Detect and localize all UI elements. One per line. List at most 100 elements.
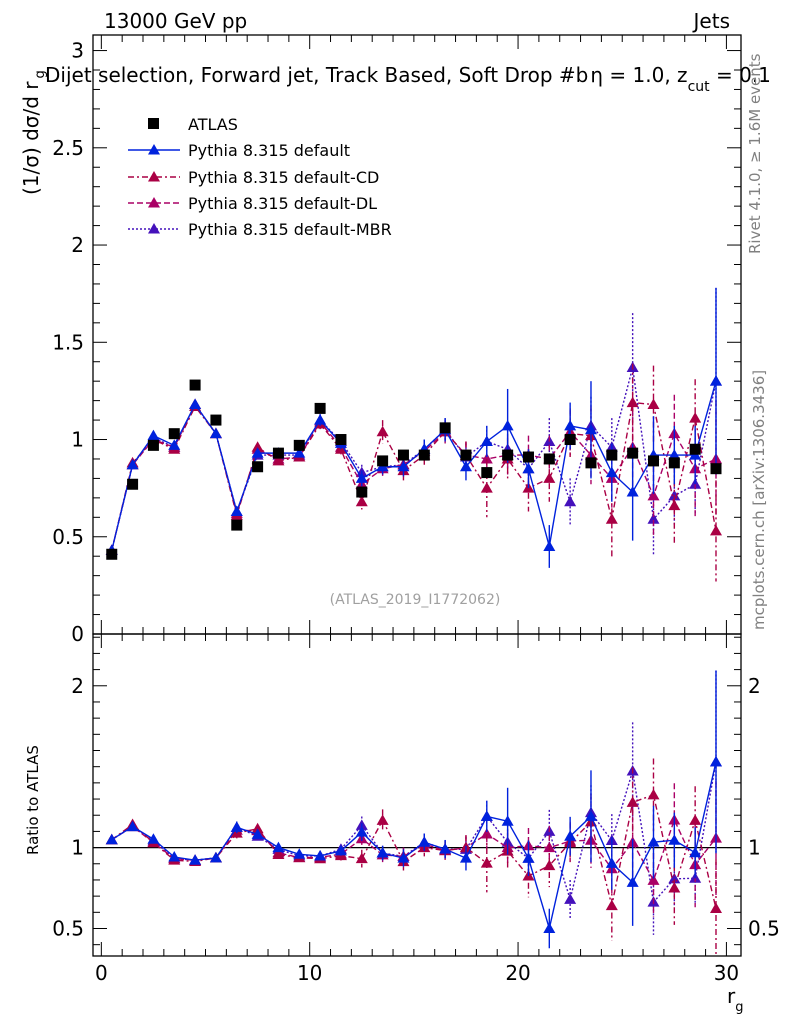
main-y-label: (1/σ) dσ/d r g xyxy=(19,70,48,195)
main-y-tick-label: 2.5 xyxy=(52,136,84,160)
x-axis-label-sub: g xyxy=(735,1000,743,1015)
cd-data-point xyxy=(647,398,660,410)
default-data-point xyxy=(709,375,722,386)
default-data-point xyxy=(189,398,202,410)
default-data-point xyxy=(543,922,556,933)
cd-data-point xyxy=(626,796,639,807)
dl-data-point xyxy=(480,827,493,839)
cd-series-line xyxy=(111,401,717,551)
cd-data-point xyxy=(709,902,722,914)
default-data-point xyxy=(480,435,493,446)
default-data-point xyxy=(626,486,639,497)
atlas-data-point xyxy=(502,449,514,461)
default-data-point xyxy=(334,844,347,856)
cd-data-point xyxy=(272,454,285,466)
dl-data-point xyxy=(647,874,660,885)
analysis-watermark: (ATLAS_2019_I1772062) xyxy=(330,592,501,608)
plot-title-tail: η = 1.0, z xyxy=(590,63,687,87)
x-axis-label: rg xyxy=(727,984,744,1015)
ratio-y-tick-label: 2 xyxy=(71,674,84,698)
default-data-point xyxy=(459,460,472,472)
cd-data-point xyxy=(626,396,639,408)
default-data-point xyxy=(314,849,327,861)
cd-data-point xyxy=(480,482,493,493)
default-data-point xyxy=(189,854,202,865)
atlas-data-point xyxy=(627,447,639,459)
atlas-data-point xyxy=(293,439,305,451)
default-data-point xyxy=(459,852,472,863)
cd-data-point xyxy=(480,857,493,868)
x-tick-label: 10 xyxy=(297,961,322,985)
plot-title: Dijet selection, Forward jet, Track Base… xyxy=(45,63,771,95)
main-y-tick-label: 0 xyxy=(71,622,84,646)
main-y-tick-label: 0.5 xyxy=(52,525,84,549)
default-data-point xyxy=(147,429,160,441)
default-data-point xyxy=(689,846,702,858)
atlas-data-point xyxy=(564,434,576,446)
legend-marker-atlas xyxy=(148,118,159,129)
atlas-data-point xyxy=(168,428,180,440)
default-data-point xyxy=(668,449,681,460)
default-data-point xyxy=(126,820,139,832)
default-data-point xyxy=(397,852,410,863)
main-y-label-text: (1/σ) dσ/d r xyxy=(19,81,43,195)
mbr-data-point xyxy=(564,893,577,904)
cd-data-point xyxy=(689,814,702,825)
cd-data-point xyxy=(709,524,722,536)
default-data-point xyxy=(543,540,556,551)
default-data-point xyxy=(480,810,493,821)
legend-label-atlas: ATLAS xyxy=(188,115,238,134)
cd-data-point xyxy=(272,848,285,860)
default-data-point xyxy=(522,852,535,863)
rivet-version-label: Rivet 4.1.0, ≥ 1.6M events xyxy=(746,53,764,254)
axes: 0 10 20 30 0 0.5 1 1.5 2 2.5 3 0.5 0.5 1 1 2 2 xyxy=(52,35,780,985)
cd-data-point xyxy=(376,425,389,437)
default-data-point xyxy=(418,836,431,847)
default-data-point xyxy=(709,755,722,767)
atlas-data-point xyxy=(397,449,409,461)
default-data-point xyxy=(584,810,597,821)
dl-data-point xyxy=(647,489,660,501)
cd-series-line xyxy=(111,793,717,909)
legend-marker-dl xyxy=(148,197,160,208)
atlas-data-point xyxy=(106,548,118,560)
cd-data-point xyxy=(376,814,389,825)
default-data-point xyxy=(293,447,306,458)
legend-label-dl: Pythia 8.315 default-DL xyxy=(188,194,377,213)
default-data-point xyxy=(605,857,618,868)
default-data-point xyxy=(626,876,639,887)
atlas-data-point xyxy=(189,379,201,391)
cd-data-point xyxy=(647,788,660,800)
default-data-point xyxy=(605,466,618,478)
x-tick-label: 30 xyxy=(714,961,739,985)
cd-data-point xyxy=(355,495,368,507)
default-data-point xyxy=(230,821,243,832)
atlas-data-point xyxy=(418,449,430,461)
default-series-line xyxy=(111,380,717,551)
atlas-data-point xyxy=(252,461,264,473)
atlas-data-point xyxy=(377,455,389,467)
default-data-point xyxy=(564,830,577,841)
default-data-point xyxy=(147,833,160,844)
atlas-data-point xyxy=(710,463,722,475)
atlas-data-point xyxy=(127,478,139,490)
mbr-data-point xyxy=(668,872,681,884)
atlas-data-point xyxy=(668,457,680,469)
atlas-data-point xyxy=(689,443,701,455)
legend-label-default: Pythia 8.315 default xyxy=(188,141,350,160)
default-data-point xyxy=(272,841,285,853)
cd-data-point xyxy=(689,412,702,423)
atlas-data-point xyxy=(606,449,618,461)
atlas-data-point xyxy=(147,439,159,451)
legend-marker-default xyxy=(148,144,160,155)
default-data-point xyxy=(501,815,514,826)
default-data-point xyxy=(668,834,681,845)
atlas-data-point xyxy=(543,453,555,465)
atlas-data-point xyxy=(522,451,534,463)
ratio-y-tick-label-right: 1 xyxy=(748,836,761,860)
default-data-point xyxy=(647,836,660,847)
plot-title-end: = 0.1 xyxy=(710,63,771,87)
legend: ATLAS Pythia 8.315 default Pythia 8.315 de… xyxy=(128,115,392,239)
default-data-point xyxy=(376,847,389,858)
